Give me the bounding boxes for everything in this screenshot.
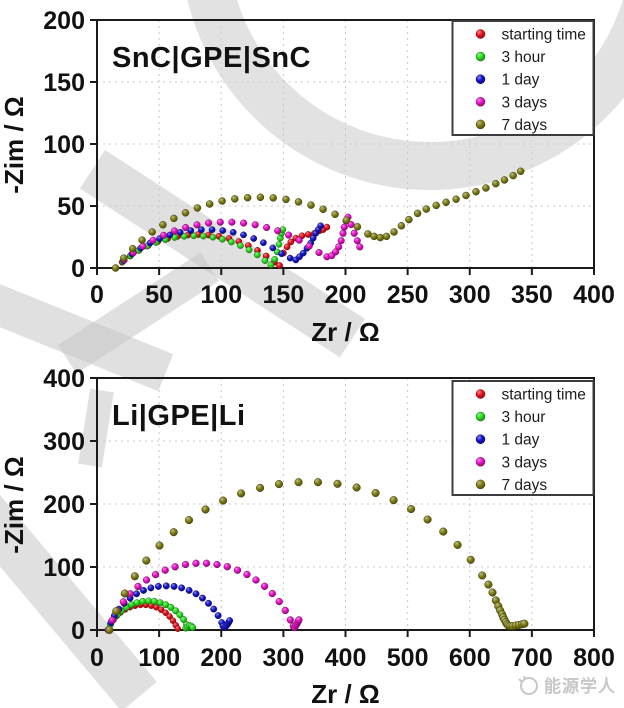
svg-text:50: 50 [145,281,173,309]
svg-text:-Zim / Ω: -Zim / Ω [0,456,29,553]
svg-text:3 days: 3 days [502,94,548,111]
svg-text:100: 100 [200,281,242,309]
svg-text:starting time: starting time [502,387,586,404]
footer-logo-icon [518,675,538,695]
svg-text:100: 100 [43,131,85,159]
svg-text:350: 350 [511,281,553,309]
svg-text:150: 150 [263,281,305,309]
svg-text:800: 800 [573,644,615,672]
svg-text:300: 300 [449,281,491,309]
svg-text:100: 100 [138,644,180,672]
svg-text:200: 200 [200,644,242,672]
svg-text:100: 100 [43,554,85,582]
svg-text:150: 150 [43,69,85,97]
svg-text:200: 200 [43,7,85,35]
svg-text:1 day: 1 day [502,432,540,449]
svg-text:7 days: 7 days [502,117,548,134]
svg-text:0: 0 [71,617,85,645]
svg-text:600: 600 [449,644,491,672]
svg-text:3 hour: 3 hour [502,409,546,426]
svg-text:400: 400 [43,365,85,393]
nyquist-chart-li: 0 100 200 300 400 500 600 700 800 0 100 200 300 400 Zr… [0,365,615,708]
svg-text:-Zim / Ω: -Zim / Ω [0,96,29,193]
svg-text:1 day: 1 day [502,72,540,89]
svg-text:400: 400 [325,644,367,672]
svg-text:500: 500 [387,644,429,672]
svg-text:200: 200 [43,491,85,519]
svg-text:700: 700 [511,644,553,672]
svg-text:Li|GPE|Li: Li|GPE|Li [112,400,246,432]
svg-text:Zr / Ω: Zr / Ω [311,317,380,347]
svg-text:300: 300 [263,644,305,672]
svg-text:0: 0 [90,281,104,309]
footer-logo: 能源学人 [517,672,616,697]
svg-text:starting time: starting time [502,27,586,44]
svg-text:3 days: 3 days [502,454,548,471]
svg-text:250: 250 [387,281,429,309]
svg-text:50: 50 [57,193,85,221]
svg-text:200: 200 [325,281,367,309]
svg-text:SnC|GPE|SnC: SnC|GPE|SnC [112,42,311,74]
svg-text:7 days: 7 days [502,477,548,494]
svg-text:Zr / Ω: Zr / Ω [311,679,380,708]
svg-text:0: 0 [90,644,104,672]
svg-text:300: 300 [43,428,85,456]
svg-text:400: 400 [573,281,615,309]
svg-text:0: 0 [71,255,85,283]
svg-text:3 hour: 3 hour [502,49,546,66]
footer-logo-text: 能源学人 [544,677,616,696]
nyquist-chart-snc: 0 50 100 150 200 250 300 350 400 0 50 100 150 200 Zr /… [0,7,615,347]
